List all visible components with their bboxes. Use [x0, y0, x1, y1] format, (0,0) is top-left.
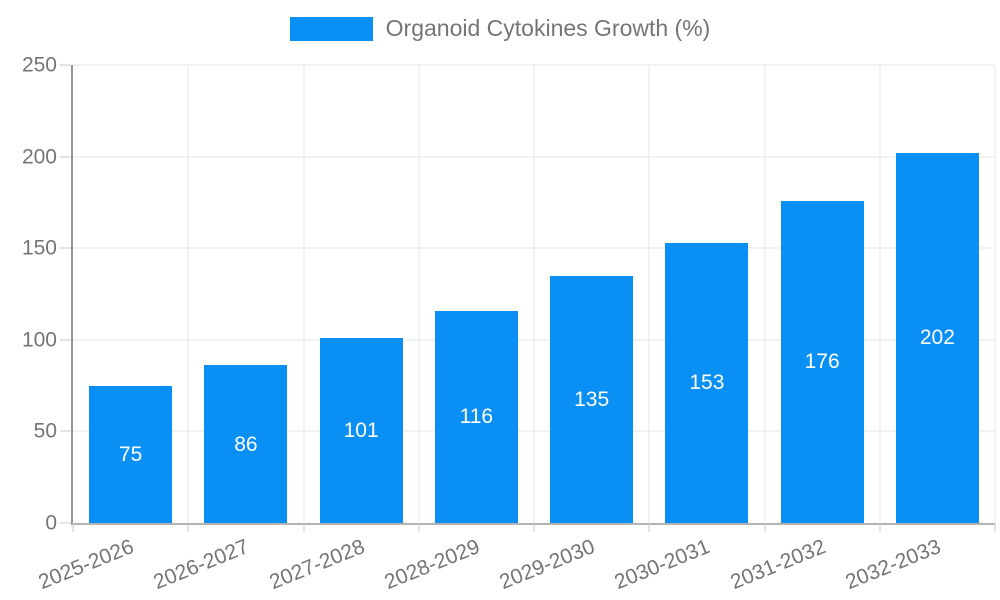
- y-axis-tick: [60, 339, 71, 341]
- y-axis-tick-label: 150: [21, 236, 57, 260]
- x-axis-tick: [994, 523, 996, 532]
- bar-slot: 135: [534, 65, 649, 523]
- bar[interactable]: 75: [89, 385, 173, 523]
- bar-value-label: 86: [234, 432, 258, 456]
- v-gridline: [764, 65, 765, 523]
- v-gridline: [187, 65, 189, 523]
- bar-value-label: 202: [919, 326, 955, 350]
- x-axis-tick: [72, 523, 74, 532]
- bar[interactable]: 86: [204, 365, 288, 523]
- x-axis-tick: [418, 523, 420, 532]
- bar-slot: 153: [649, 65, 764, 523]
- bar-slot: 202: [880, 65, 995, 523]
- x-axis-tick: [764, 523, 765, 532]
- y-axis-tick-label: 200: [21, 145, 57, 169]
- bar-value-label: 135: [574, 387, 610, 411]
- v-gridline: [994, 65, 996, 523]
- bar-value-label: 75: [118, 442, 143, 466]
- v-gridline: [879, 65, 881, 523]
- y-axis-tick-label: 250: [21, 53, 57, 77]
- y-axis-tick-label: 100: [21, 328, 57, 352]
- bar[interactable]: 116: [434, 310, 518, 523]
- x-axis-tick-label: 2027-2028: [266, 535, 368, 594]
- legend-item[interactable]: Organoid Cytokines Growth (%): [289, 15, 711, 41]
- bar[interactable]: 101: [319, 337, 403, 523]
- bars: 75 86 101 116 135 153 176 202: [73, 65, 995, 523]
- y-axis-tick: [60, 430, 71, 432]
- bar-value-label: 153: [689, 371, 725, 395]
- y-axis: 0 50 100 150 200 250: [0, 55, 57, 534]
- x-axis-tick: [187, 523, 189, 532]
- bar-slot: 176: [765, 65, 880, 523]
- legend-swatch: [289, 16, 373, 41]
- v-gridline: [303, 65, 304, 523]
- y-axis-tick: [60, 156, 71, 158]
- x-axis-tick-label: 2032-2033: [842, 535, 944, 594]
- bar-value-label: 176: [804, 350, 840, 374]
- legend-label: Organoid Cytokines Growth (%): [385, 15, 711, 41]
- legend: Organoid Cytokines Growth (%): [0, 15, 1000, 41]
- bar[interactable]: 176: [780, 200, 864, 523]
- bar-slot: 116: [419, 65, 534, 523]
- x-axis-tick-label: 2028-2029: [381, 535, 483, 594]
- x-axis-tick-label: 2030-2031: [611, 535, 714, 594]
- bar-value-label: 116: [459, 405, 494, 429]
- x-axis-tick: [533, 523, 535, 532]
- y-axis-tick-label: 0: [45, 511, 57, 535]
- y-axis-tick: [60, 64, 71, 66]
- x-axis-tick: [879, 523, 881, 532]
- bar-slot: 75: [73, 65, 188, 523]
- bar-value-label: 101: [343, 418, 379, 442]
- bar[interactable]: 153: [665, 242, 749, 523]
- bar[interactable]: 202: [895, 152, 979, 523]
- x-axis: 2025-2026 2026-2027 2027-2028 2028-2029 2029…: [36, 523, 993, 600]
- bar[interactable]: 135: [550, 275, 634, 523]
- v-gridline: [418, 65, 420, 523]
- bar-slot: 101: [304, 65, 419, 523]
- x-axis-tick-label: 2025-2026: [35, 535, 138, 594]
- x-axis-tick-label: 2029-2030: [496, 535, 599, 594]
- plot-area: 75 86 101 116 135 153 176 202: [60, 64, 996, 532]
- y-axis-tick-label: 50: [33, 419, 57, 443]
- bar-slot: 86: [188, 65, 303, 523]
- y-axis-tick: [60, 247, 71, 249]
- y-axis-tick: [60, 522, 71, 524]
- v-gridline: [533, 65, 535, 523]
- x-axis-tick-label: 2026-2027: [150, 535, 253, 594]
- x-axis-tick: [648, 523, 650, 532]
- x-axis-tick: [303, 523, 304, 532]
- v-gridline: [648, 65, 650, 523]
- x-axis-tick-label: 2031-2032: [727, 535, 829, 594]
